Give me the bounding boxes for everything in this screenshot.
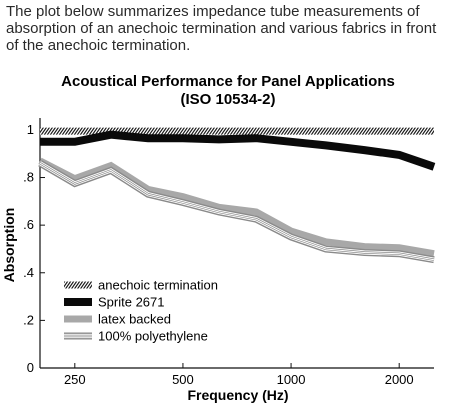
series-line xyxy=(39,162,435,261)
legend-label: latex backed xyxy=(98,312,171,327)
series-latex-backed xyxy=(38,157,435,258)
y-tick-label: .4 xyxy=(23,265,34,280)
x-axis-ticks: 250 500 1000 2000 xyxy=(64,363,414,387)
y-axis-label: Absorption xyxy=(1,208,17,283)
series-sprite-2671 xyxy=(40,130,436,171)
y-tick-label: .8 xyxy=(23,170,34,185)
intro-paragraph: The plot below summarizes impedance tube… xyxy=(6,3,437,54)
y-tick-label: .6 xyxy=(23,217,34,232)
legend-label: 100% polyethylene xyxy=(98,329,208,344)
x-tick-label: 2000 xyxy=(385,372,414,387)
legend: anechoic termination Sprite 2671 latex bac… xyxy=(64,278,218,344)
x-tick-label: 500 xyxy=(172,372,194,387)
plot-frame xyxy=(39,118,434,369)
y-axis-ticks: 0 .2 .4 .6 .8 1 xyxy=(23,122,45,375)
legend-label: anechoic termination xyxy=(98,278,218,293)
x-tick-label: 250 xyxy=(64,372,86,387)
y-tick-label: .2 xyxy=(23,312,34,327)
y-tick-label: 0 xyxy=(27,360,34,375)
series-layer xyxy=(38,127,436,264)
series-line xyxy=(38,157,435,258)
series-line xyxy=(40,130,436,171)
series-100-polyethylene xyxy=(38,160,435,264)
chart-subtitle: (ISO 10534-2) xyxy=(180,91,275,108)
y-tick-label: 1 xyxy=(27,122,34,137)
chart-title: Acoustical Performance for Panel Applica… xyxy=(61,73,395,90)
x-tick-label: 1000 xyxy=(277,372,306,387)
legend-label: Sprite 2671 xyxy=(98,295,165,310)
x-axis-label: Frequency (Hz) xyxy=(187,387,288,403)
